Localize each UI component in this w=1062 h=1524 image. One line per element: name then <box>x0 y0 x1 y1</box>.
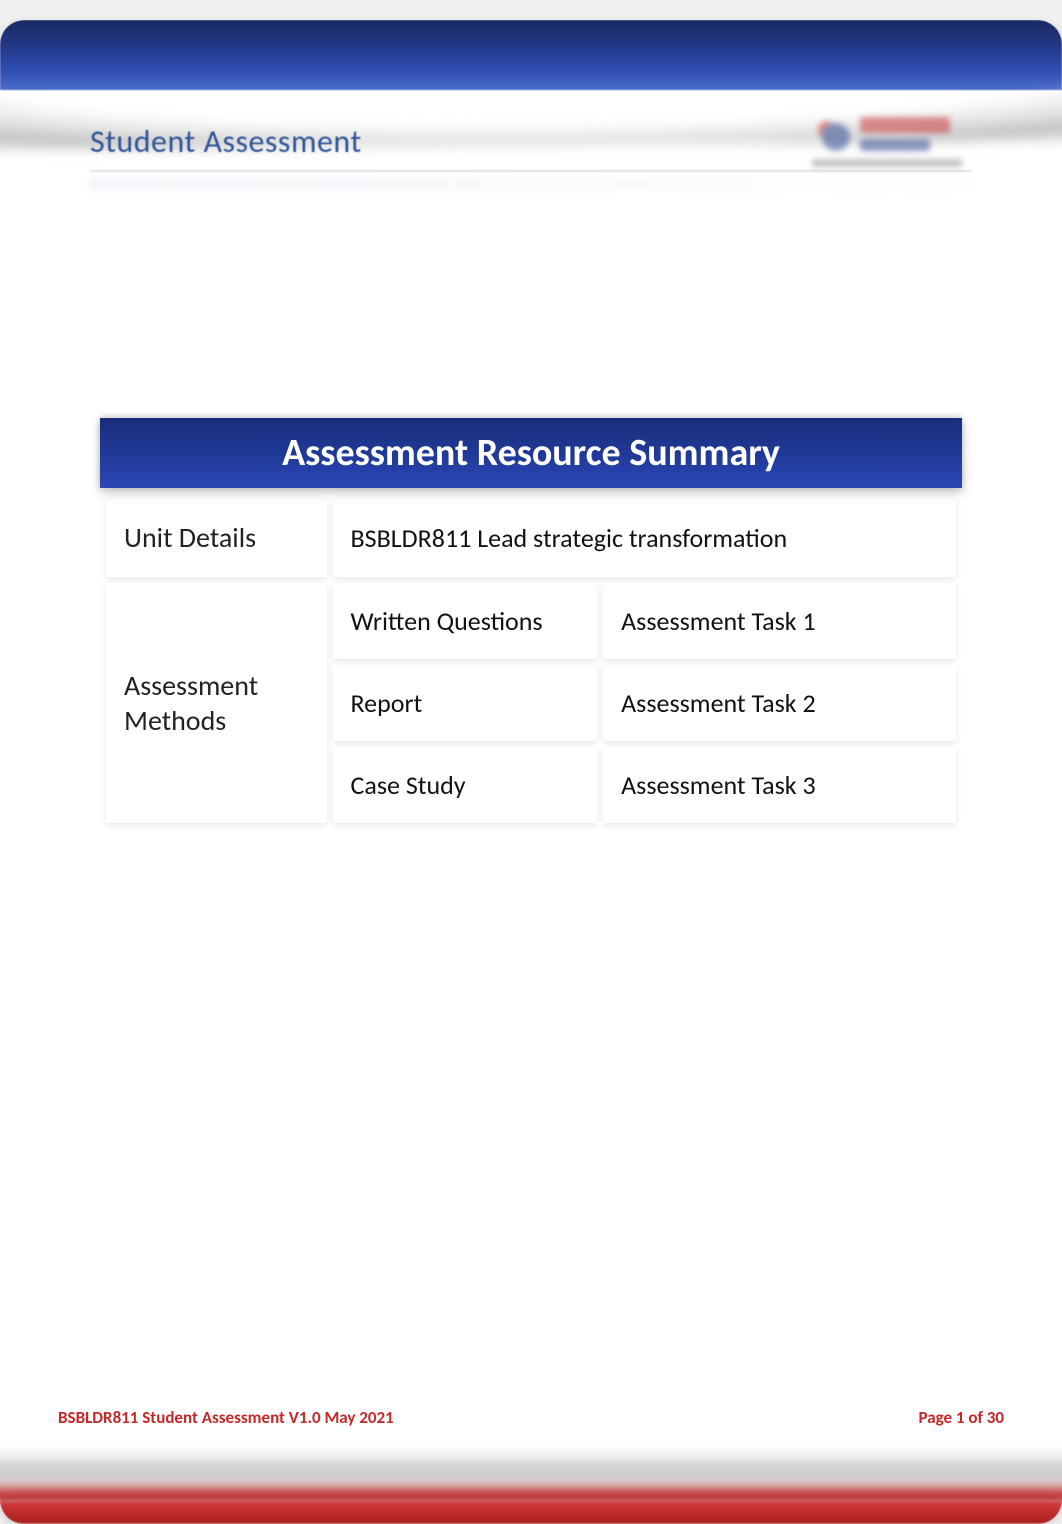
bottom-red-bar <box>0 1502 1062 1524</box>
footer-right: Page 1 of 30 <box>919 1407 1004 1428</box>
page-footer: BSBLDR811 Student Assessment V1.0 May 20… <box>58 1407 1004 1428</box>
document-header: Student Assessment <box>90 112 972 172</box>
bottom-swoosh <box>0 1449 1062 1504</box>
institution-logo <box>812 111 972 171</box>
footer-left: BSBLDR811 Student Assessment V1.0 May 20… <box>58 1407 394 1428</box>
unit-details-label: Unit Details <box>106 498 327 577</box>
method-name: Case Study <box>333 747 598 823</box>
header-title: Student Assessment <box>90 122 362 161</box>
assessment-summary: Assessment Resource Summary Unit Details… <box>100 418 962 829</box>
table-row: Unit Details BSBLDR811 Lead strategic tr… <box>106 498 956 577</box>
task-name: Assessment Task 3 <box>603 747 956 823</box>
method-name: Written Questions <box>333 583 598 659</box>
summary-title: Assessment Resource Summary <box>100 418 962 488</box>
task-name: Assessment Task 2 <box>603 665 956 741</box>
document-page: Student Assessment Assessment Resource S… <box>0 20 1062 1524</box>
method-name: Report <box>333 665 598 741</box>
header-underline <box>90 180 972 188</box>
task-name: Assessment Task 1 <box>603 583 956 659</box>
unit-details-value: BSBLDR811 Lead strategic transformation <box>333 498 956 577</box>
summary-table: Unit Details BSBLDR811 Lead strategic tr… <box>100 492 962 829</box>
table-row: Assessment Methods Written Questions Ass… <box>106 583 956 659</box>
assessment-methods-label: Assessment Methods <box>106 583 327 823</box>
